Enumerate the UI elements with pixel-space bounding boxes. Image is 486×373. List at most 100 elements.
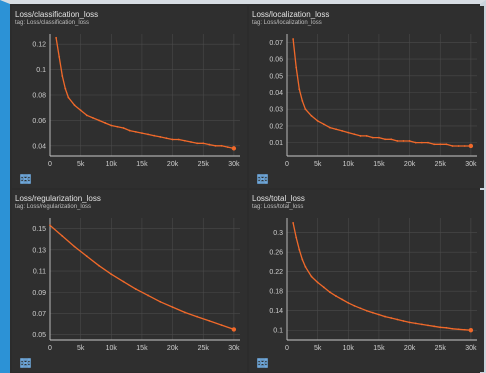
data-point	[159, 300, 162, 303]
y-tick-label: 0.22	[269, 269, 283, 276]
data-point	[73, 104, 76, 107]
data-point	[220, 324, 223, 327]
x-tick-label: 5k	[77, 161, 85, 168]
data-point	[414, 322, 417, 325]
x-tick-label: 10k	[106, 161, 118, 168]
chart-title: Loss/classification_loss	[15, 10, 99, 19]
data-point	[329, 291, 331, 294]
data-point	[177, 138, 180, 141]
data-point	[329, 126, 331, 129]
data-point	[171, 138, 174, 141]
loss-chart-classification: 0.04 0.06 0.08 0.1 0.12 0 5k 10k 15k 20k 25k 30k	[32, 34, 240, 168]
data-point	[304, 108, 307, 111]
data-point	[402, 320, 405, 322]
data-point	[134, 288, 137, 290]
y-tick-label: 0.13	[32, 247, 46, 254]
data-point	[457, 145, 460, 147]
y-tick-label: 0.05	[32, 332, 46, 339]
data-point	[183, 311, 186, 314]
chart-panel-classification-loss: Loss/classification_loss tag: Loss/class…	[12, 6, 247, 188]
data-point	[408, 321, 411, 324]
y-tick-label: 0.3	[273, 230, 283, 237]
data-point	[359, 307, 362, 310]
data-point	[335, 128, 337, 131]
data-point	[463, 145, 466, 147]
data-point	[55, 36, 58, 39]
data-point	[134, 130, 137, 133]
data-point	[353, 133, 356, 136]
chart-subtitle: tag: Loss/regularization_loss	[15, 204, 92, 210]
data-point	[445, 326, 448, 329]
data-point	[396, 140, 399, 142]
data-point	[457, 328, 460, 331]
fit-domain-icon[interactable]	[20, 174, 31, 184]
data-point	[310, 114, 313, 117]
data-point	[402, 140, 405, 142]
data-point	[110, 124, 113, 127]
chart-title: Loss/regularization_loss	[15, 194, 101, 203]
x-tick-label: 30k	[465, 345, 477, 352]
fit-domain-icon[interactable]	[257, 174, 268, 184]
data-point	[420, 323, 423, 326]
last-point-marker	[468, 143, 474, 149]
data-point	[445, 143, 448, 146]
x-tick-label: 10k	[343, 345, 355, 352]
y-tick-label: 0.07	[269, 40, 283, 47]
data-point	[202, 142, 205, 145]
data-point	[316, 281, 319, 284]
data-point	[451, 327, 454, 330]
chart-panel-localization-loss: Loss/localization_loss tag: Loss/localiz…	[249, 6, 484, 188]
y-tick-label: 0.18	[269, 289, 283, 296]
data-point	[208, 320, 211, 322]
x-tick-label: 15k	[373, 161, 385, 168]
data-point	[171, 306, 174, 309]
x-tick-label: 25k	[198, 161, 210, 168]
data-point	[301, 99, 304, 102]
data-point	[196, 142, 198, 145]
data-point	[220, 144, 223, 147]
y-tick-label: 0.1	[36, 67, 46, 74]
last-point-marker	[231, 327, 237, 332]
data-point	[58, 55, 61, 58]
fit-domain-icon[interactable]	[257, 358, 268, 368]
y-tick-label: 0.12	[32, 42, 46, 49]
data-point	[335, 295, 337, 297]
y-tick-label: 0.11	[33, 269, 46, 276]
data-point	[116, 125, 119, 128]
data-point	[414, 141, 417, 144]
data-point	[322, 123, 325, 126]
series-line	[292, 38, 471, 147]
chart-subtitle: tag: Loss/total_loss	[252, 204, 304, 210]
x-tick-label: 10k	[343, 161, 355, 168]
data-point	[390, 317, 393, 319]
data-point	[384, 138, 386, 141]
x-tick-label: 30k	[465, 161, 477, 168]
data-point	[341, 130, 344, 132]
y-tick-label: 0.08	[32, 93, 46, 100]
data-point	[298, 88, 301, 91]
data-point	[310, 275, 313, 278]
data-point	[61, 75, 64, 77]
x-tick-label: 20k	[404, 161, 416, 168]
x-tick-label: 0	[285, 345, 289, 352]
y-tick-label: 0.09	[32, 290, 46, 297]
data-point	[390, 138, 393, 141]
data-point	[322, 286, 325, 289]
series-line	[49, 224, 235, 331]
fit-domain-icon[interactable]	[20, 358, 31, 368]
data-point	[316, 120, 319, 122]
data-point	[408, 140, 411, 142]
data-point	[365, 309, 368, 312]
data-point	[341, 298, 344, 301]
y-tick-label: 0.14	[269, 308, 283, 315]
x-tick-label: 5k	[77, 345, 85, 352]
series-line	[55, 37, 235, 150]
data-point	[439, 143, 442, 146]
x-tick-label: 5k	[314, 161, 322, 168]
last-point-marker	[468, 328, 474, 333]
data-point	[183, 139, 186, 142]
data-point	[122, 280, 125, 283]
data-point	[292, 221, 295, 224]
chart-panel-total-loss: Loss/total_loss tag: Loss/total_loss 0.1…	[249, 190, 484, 372]
